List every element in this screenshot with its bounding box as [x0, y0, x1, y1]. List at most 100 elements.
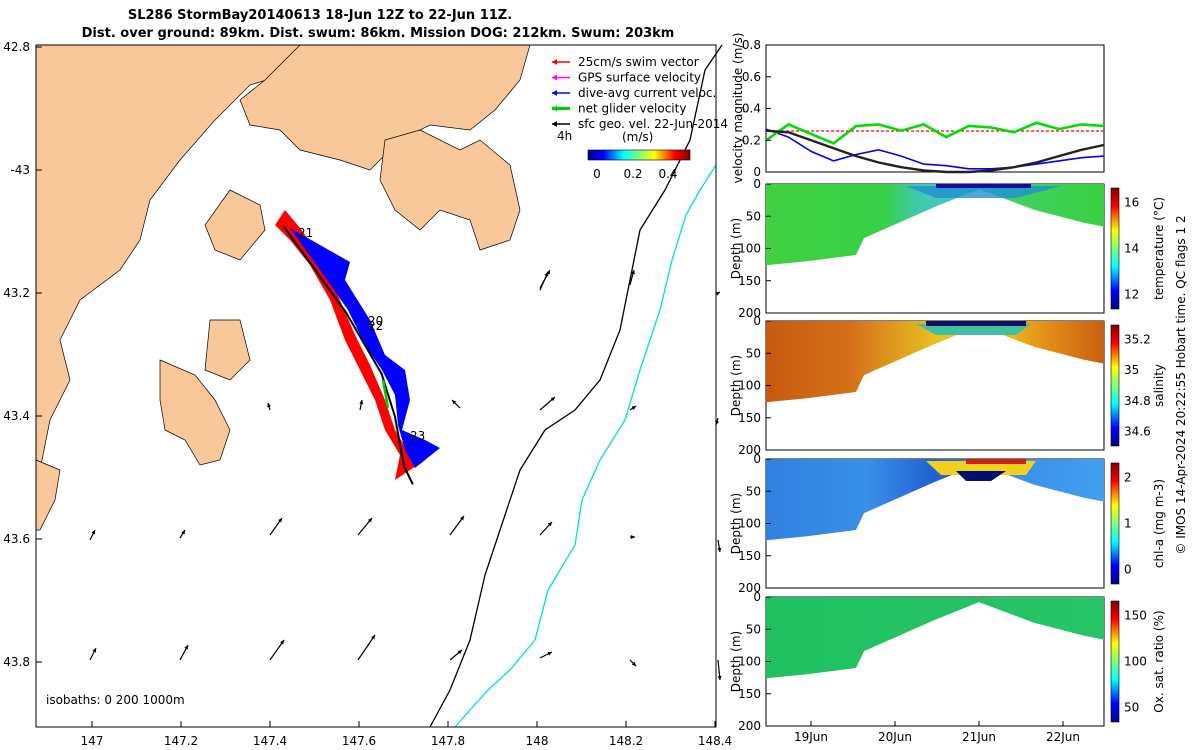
lat-tick-label: 43.4	[3, 409, 30, 423]
colorbar-label: Ox. sat. ratio (%)	[1152, 610, 1166, 712]
current-arrow	[267, 402, 272, 411]
lon-tick-label: 147.8	[431, 734, 465, 748]
colorbar-tick-label: 0	[1124, 562, 1132, 576]
current-arrow	[539, 269, 551, 289]
current-arrow	[357, 634, 376, 661]
colorbar-tick-label: 12	[1124, 287, 1139, 301]
glider-track	[275, 210, 440, 485]
depth-tick-label: 100	[738, 242, 761, 256]
current-vector-band	[290, 228, 440, 468]
depth-tick-label: 0	[753, 177, 761, 191]
figure-title-line2: Dist. over ground: 89km. Dist. swum: 86k…	[82, 26, 675, 41]
track-label-20: 20	[368, 314, 383, 328]
depth-axis-label: Depth (m)	[729, 218, 743, 279]
depth-tick-label: 0	[753, 314, 761, 328]
section-data-field	[766, 321, 1104, 403]
time-axis: 19Jun 20Jun 21Jun 22Jun	[794, 721, 1080, 744]
velocity-ylabel: velocity magnitude (m/s)	[731, 33, 745, 184]
velocity-tick-label: 0.2	[742, 133, 761, 147]
current-arrow	[717, 539, 722, 553]
legend: 25cm/s swim vector GPS surface velocitydi…	[552, 55, 728, 181]
current-arrow	[629, 659, 637, 667]
depth-tick-label: 0	[753, 590, 761, 604]
lat-tick-label: 42.8	[3, 40, 30, 54]
current-arrow	[539, 651, 553, 659]
land-bruny-north	[204, 319, 251, 381]
current-arrow	[449, 649, 463, 661]
velocity-tick-label: 0.6	[742, 70, 761, 84]
colorbar-tick-2: 0.4	[658, 167, 677, 181]
current-arrow	[269, 639, 285, 661]
colorbar-label: chl-a (mg m-3)	[1152, 479, 1166, 568]
isobath-200m	[429, 44, 723, 728]
depth-tick-label: 150	[738, 411, 761, 425]
glider-track-line	[282, 225, 414, 485]
current-arrow	[269, 517, 283, 536]
depth-tick-label: 200	[738, 581, 761, 595]
time-tick-label: 22Jun	[1046, 730, 1080, 744]
legend-item: 25cm/s swim vector	[552, 55, 699, 69]
colorbar-tick-label: 34.6	[1124, 424, 1151, 438]
credit-text: © IMOS 14-Apr-2024 20:22:55 Hobart time.…	[1174, 215, 1188, 554]
current-arrow	[357, 517, 373, 536]
current-arrow	[359, 399, 364, 411]
map-axis-ticks: 147 147.2 147.4 147.6 147.8 148 148.2 148.4 42.8…	[3, 40, 732, 748]
colorbar-label: temperature (°C)	[1152, 197, 1166, 300]
track-label-23: 23	[410, 429, 425, 443]
lon-tick-label: 147	[81, 734, 104, 748]
section-panel: 0 50 100 150 200 Depth (m) 12 14 16 temperature (…	[729, 177, 1166, 320]
land-south-arm	[204, 189, 266, 261]
isobath-label: isobaths: 0 200 1000m	[46, 693, 185, 707]
legend-item: dive-avg current veloc.	[552, 86, 716, 100]
depth-tick-label: 150	[738, 549, 761, 563]
lat-tick-label: 43.8	[3, 655, 30, 669]
current-arrow	[539, 521, 553, 536]
colorbar-title: (m/s)	[622, 130, 653, 144]
section-panel: 0 50 100 150 200 Depth (m) 0 1 2 chl-a (mg m-3)	[729, 452, 1166, 595]
velocity-panel: 0 0.2 0.4 0.6 0.8 velocity magnitude (m/s)	[731, 33, 1105, 184]
net-velocity-arrow	[381, 379, 390, 409]
lat-tick-label: -43	[10, 163, 30, 177]
colorbar-tick-label: 150	[1124, 609, 1147, 623]
legend-item: GPS surface velocity	[552, 71, 701, 85]
depth-tick-label: 50	[746, 622, 761, 636]
lon-tick-label: 147.6	[342, 734, 376, 748]
velocity-tick-label: 0.8	[742, 38, 761, 52]
current-arrow	[539, 396, 556, 411]
depth-tick-label: 50	[746, 484, 761, 498]
colorbar-tick-label: 50	[1124, 700, 1139, 714]
land-tasman-peninsula	[159, 359, 231, 466]
current-arrow	[717, 659, 722, 681]
figure-title-line1: SL286 StormBay20140613 18-Jun 12Z to 22-…	[128, 8, 512, 23]
legend-item: net glider velocity	[552, 102, 686, 116]
depth-tick-label: 150	[738, 687, 761, 701]
section-panel: 0 50 100 150 200 Depth (m) 34.6 34.8 35 35.2 salin…	[729, 314, 1166, 457]
current-arrow	[449, 515, 465, 536]
depth-tick-label: 50	[746, 346, 761, 360]
lat-tick-label: 43.2	[3, 286, 30, 300]
lon-tick-label: 147.2	[164, 734, 198, 748]
colorbar-tick-label: 1	[1124, 517, 1132, 531]
colorbar-tick-label: 35	[1124, 363, 1139, 377]
section-colorbar	[1110, 462, 1120, 585]
depth-axis-label: Depth (m)	[729, 355, 743, 416]
legend-label: GPS surface velocity	[578, 71, 701, 85]
section-colorbar	[1110, 600, 1120, 723]
current-arrow	[629, 405, 637, 411]
land-forestier	[379, 129, 521, 251]
depth-tick-label: 200	[738, 719, 761, 733]
colorbar-tick-label: 2	[1124, 471, 1132, 485]
colorbar-tick-label: 14	[1124, 242, 1139, 256]
legend-label: 25cm/s swim vector	[578, 55, 699, 69]
map-frame	[35, 44, 717, 728]
velocity-series-line	[765, 128, 1105, 170]
depth-tick-label: 200	[738, 306, 761, 320]
lon-tick-label: 147.4	[253, 734, 287, 748]
current-arrow	[629, 269, 635, 286]
legend-label: dive-avg current veloc.	[578, 86, 716, 100]
colorbar-tick-label: 100	[1124, 655, 1147, 669]
time-tick-label: 20Jun	[878, 730, 912, 744]
surface-current-arrows	[89, 269, 722, 681]
